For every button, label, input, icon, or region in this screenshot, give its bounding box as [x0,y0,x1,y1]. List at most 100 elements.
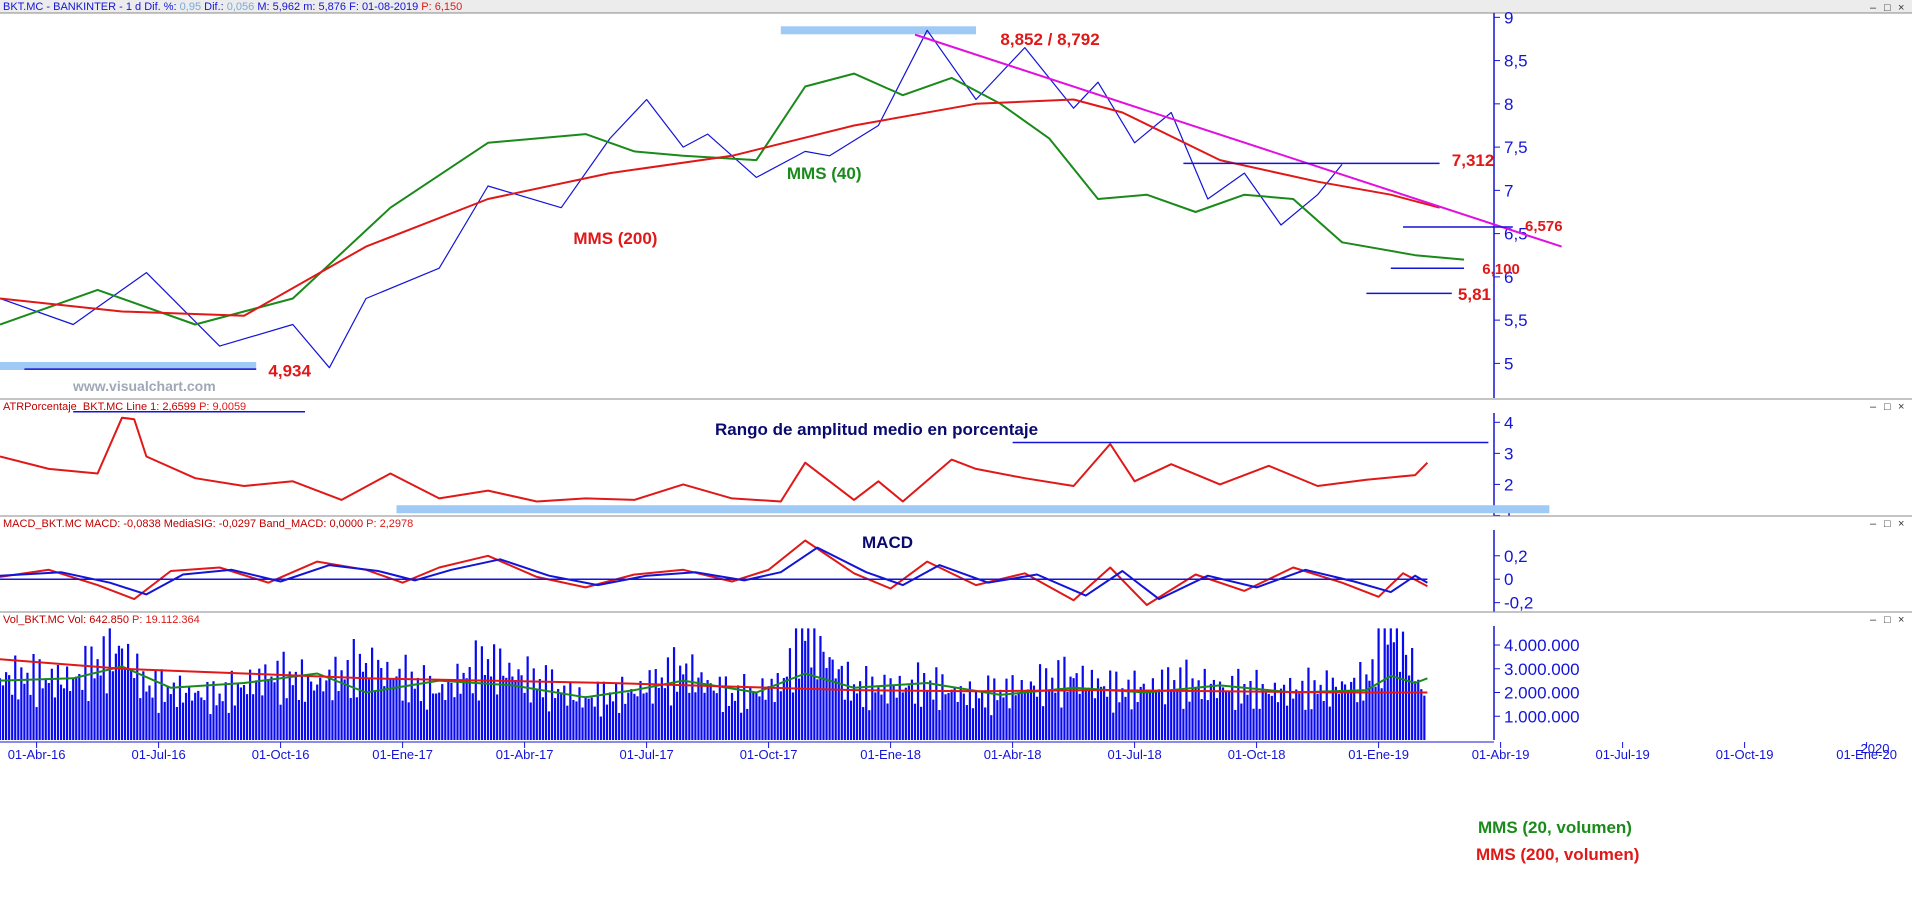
panel-header-bg [0,612,1912,626]
price-value: 19.112.364 [145,614,199,626]
panel-title: MACD [862,533,913,552]
series-mms-200-volumen- [0,658,1428,694]
series-mms-200- [0,98,1440,317]
y-tick-label: 8 [1504,95,1513,114]
series-mms-40- [0,72,1465,326]
y-tick-label: 4.000.000 [1504,636,1580,655]
minimize-icon: – [1870,401,1877,413]
x-year-label: 2020 [1861,741,1890,756]
panel-atr: – □ × ATRPorcentaje_BKT.MC Line 1: 2,6599 P… [0,398,1912,525]
price-label: P: [132,614,145,626]
y-tick-label: 5 [1504,354,1513,373]
legend-mms20-volumen: MMS (20, volumen) [1478,818,1632,837]
close-icon: × [1898,518,1904,530]
min-value: 5,876 [319,1,350,13]
min-label: m: [303,1,318,13]
y-tick-label: 4 [1504,413,1513,432]
restore-icon: □ [1884,614,1891,626]
y-tick-label: 0,2 [1504,547,1528,566]
restore-icon: □ [1884,401,1891,413]
dif-pct-value: 0,95 [180,1,204,13]
x-tick-label: 01-Abr-18 [984,747,1042,762]
highlight-zone [780,26,976,35]
x-tick-label: 01-Ene-19 [1348,747,1409,762]
x-tick-label: 01-Ene-20 [1836,747,1897,762]
indicator-values: ATRPorcentaje_BKT.MC Line 1: 2,6599 [3,401,199,413]
y-tick-label: 8,5 [1504,52,1528,71]
y-tick-label: 7 [1504,181,1513,200]
price-label: P: [421,1,434,13]
panel-header: ATRPorcentaje_BKT.MC Line 1: 2,6599 P: 9… [3,401,246,413]
minimize-icon: – [1870,614,1877,626]
y-tick-label: 0 [1504,570,1513,589]
annotation-label: 6,576 [1525,218,1563,235]
panel-price: – □ × BKT.MC - BANKINTER - 1 d Dif. %: 0,95… [0,1,1904,398]
y-tick-label: 6 [1504,268,1513,287]
y-tick-label: 2.000.000 [1504,684,1580,703]
annotation-label: 6,100 [1482,261,1520,278]
x-tick-label: 01-Oct-17 [740,747,798,762]
panel-volume: – □ × Vol_BKT.MC Vol: 642.850 P: 19.112.364… [0,611,1912,864]
price-value: 6,150 [435,1,463,13]
annotation-label: MMS (40) [787,164,862,183]
annotation-label: MMS (200) [573,229,657,248]
price-value: 2,2978 [380,518,414,530]
series-macd [0,539,1428,606]
x-tick-label: 01-Abr-16 [8,747,66,762]
x-tick-label: 01-Jul-18 [1107,747,1161,762]
legend-mms200-volumen: MMS (200, volumen) [1476,845,1639,864]
highlight-zone [396,505,1550,514]
close-icon: × [1898,2,1904,14]
y-tick-label: 3.000.000 [1504,660,1580,679]
highlight-zone [0,361,257,370]
annotation-label: 8,852 / 8,792 [1000,30,1099,49]
panel-header: Vol_BKT.MC Vol: 642.850 P: 19.112.364 [3,614,200,626]
y-tick-label: 5,5 [1504,311,1528,330]
series-bkt-mc [0,29,1343,369]
dif-value: 0,056 [227,1,258,13]
minimize-icon: – [1870,518,1877,530]
y-tick-label: 7,5 [1504,138,1528,157]
x-tick-label: 01-Jul-17 [619,747,673,762]
y-tick-label: 2 [1504,475,1513,494]
panel-macd: – □ × MACD_BKT.MC MACD: -0,0838 MediaSIG: -… [0,515,1912,613]
restore-icon: □ [1884,518,1891,530]
annotation-label: 7,312 [1452,151,1495,170]
symbol: BKT.MC - BANKINTER - 1 d [3,1,144,13]
panel-title: Rango de amplitud medio en porcentaje [715,420,1038,439]
x-tick-label: 01-Oct-19 [1716,747,1774,762]
dif-label: Dif.: [204,1,227,13]
max-value: 5,962 [273,1,304,13]
date-label: F: [349,1,362,13]
price-label: P: [366,518,379,530]
panel-header-bg [0,399,1912,413]
date-value: 01-08-2019 [362,1,421,13]
x-tick-label: 01-Ene-17 [372,747,433,762]
close-icon: × [1898,614,1904,626]
price-value: 9,0059 [213,401,247,413]
x-tick-label: 01-Ene-18 [860,747,921,762]
annotation-label: 4,934 [268,361,311,380]
indicator-values: Vol_BKT.MC Vol: 642.850 [3,614,132,626]
panel-header-bg [0,516,1912,530]
series-atr- [0,416,1429,503]
annotation-label: 5,81 [1458,285,1491,304]
series-mediasig [0,546,1428,601]
y-tick-label: -0,2 [1504,594,1533,613]
header-bar [0,0,1912,13]
y-tick-label: 9 [1504,8,1513,27]
x-tick-label: 01-Abr-19 [1472,747,1530,762]
panel-header: MACD_BKT.MC MACD: -0,0838 MediaSIG: -0,0… [3,518,413,530]
max-label: M: [257,1,272,13]
price-label: P: [199,401,212,413]
x-tick-label: 01-Abr-17 [496,747,554,762]
x-tick-label: 01-Jul-16 [131,747,185,762]
x-tick-label: 01-Oct-16 [252,747,310,762]
watermark: www.visualchart.com [72,378,216,394]
restore-icon: □ [1884,2,1891,14]
close-icon: × [1898,401,1904,413]
minimize-icon: – [1870,2,1877,14]
dif-pct-label: Dif. %: [144,1,179,13]
y-tick-label: 1.000.000 [1504,707,1580,726]
